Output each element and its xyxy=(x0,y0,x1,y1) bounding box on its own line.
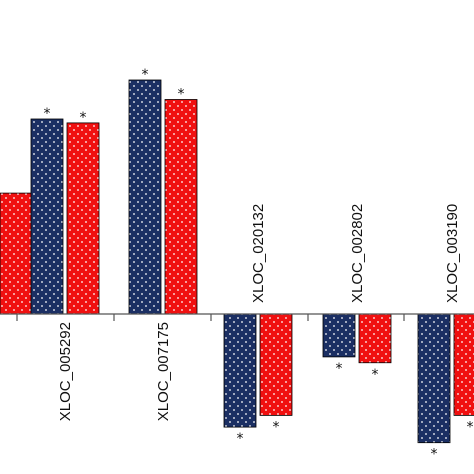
bar-series-2-XLOC_005292 xyxy=(66,122,100,315)
bar-series-2-XLOC_007175 xyxy=(164,99,198,315)
significance-star: * xyxy=(336,361,343,377)
significance-markers: * * * * * * * * * * xyxy=(44,67,474,463)
bar-series-1-XLOC_020132 xyxy=(223,313,257,428)
significance-star: * xyxy=(431,447,438,463)
bar-series-1-XLOC_002802 xyxy=(322,313,356,358)
significance-star: * xyxy=(44,106,51,122)
significance-star: * xyxy=(237,431,244,447)
significance-star: * xyxy=(80,110,87,126)
x-axis-ticks xyxy=(16,314,405,321)
significance-star: * xyxy=(467,419,474,435)
significance-star: * xyxy=(142,67,149,83)
bar-series-1-XLOC_003190 xyxy=(417,313,451,444)
significance-star: * xyxy=(273,419,280,435)
category-labels: XLOC_005292 XLOC_007175 XLOC_020132 XLOC_00… xyxy=(57,204,461,422)
bar-series-1-XLOC_007175 xyxy=(128,79,162,315)
bar-series-2-XLOC_002802 xyxy=(358,313,392,364)
bar-series-2-first xyxy=(0,192,33,315)
bar-series-2-XLOC_020132 xyxy=(259,313,293,416)
category-label: XLOC_007175 xyxy=(155,322,172,421)
bar-series-1-XLOC_005292 xyxy=(30,118,64,315)
category-label: XLOC_003190 xyxy=(444,204,461,303)
significance-star: * xyxy=(372,367,379,383)
category-label: XLOC_002802 xyxy=(349,204,366,303)
category-label: XLOC_005292 xyxy=(57,322,74,421)
category-label: XLOC_020132 xyxy=(250,204,267,303)
significance-star: * xyxy=(178,87,185,103)
bar-series-2-XLOC_003190 xyxy=(453,313,474,416)
